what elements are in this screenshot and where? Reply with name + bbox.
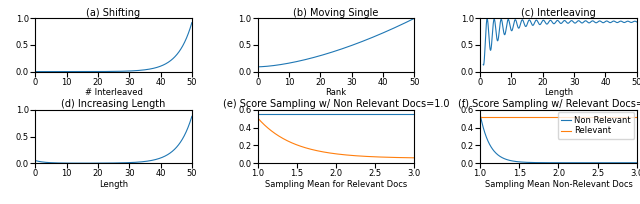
Non Relevant bbox=[476, 113, 484, 116]
Relevant bbox=[476, 115, 484, 118]
Legend: Non Relevant, Relevant: Non Relevant, Relevant bbox=[557, 112, 634, 139]
X-axis label: Rank: Rank bbox=[325, 88, 347, 97]
Non Relevant bbox=[605, 162, 612, 164]
Relevant bbox=[570, 115, 577, 118]
X-axis label: # Interleaved: # Interleaved bbox=[84, 88, 143, 97]
Non Relevant bbox=[633, 162, 640, 164]
X-axis label: Sampling Mean Non-Relevant Docs: Sampling Mean Non-Relevant Docs bbox=[484, 180, 632, 189]
Relevant bbox=[629, 115, 637, 118]
Relevant bbox=[552, 115, 559, 118]
Title: (e) Score Sampling w/ Non Relevant Docs=1.0: (e) Score Sampling w/ Non Relevant Docs=… bbox=[223, 99, 449, 109]
Title: (d) Increasing Length: (d) Increasing Length bbox=[61, 99, 166, 109]
Title: (f) Score Sampling w/ Relevant Docs=1.0: (f) Score Sampling w/ Relevant Docs=1.0 bbox=[458, 99, 640, 109]
Non Relevant bbox=[570, 162, 577, 164]
Relevant bbox=[550, 115, 558, 118]
Non Relevant bbox=[552, 162, 559, 164]
Relevant bbox=[605, 115, 612, 118]
Title: (b) Moving Single: (b) Moving Single bbox=[293, 8, 379, 18]
Non Relevant bbox=[629, 162, 637, 164]
X-axis label: Sampling Mean for Relevant Docs: Sampling Mean for Relevant Docs bbox=[265, 180, 407, 189]
X-axis label: Length: Length bbox=[544, 88, 573, 97]
Line: Non Relevant: Non Relevant bbox=[480, 114, 637, 163]
Title: (c) Interleaving: (c) Interleaving bbox=[521, 8, 596, 18]
Relevant bbox=[561, 115, 569, 118]
Title: (a) Shifting: (a) Shifting bbox=[86, 8, 141, 18]
Relevant bbox=[633, 115, 640, 118]
Non Relevant bbox=[561, 162, 569, 164]
X-axis label: Length: Length bbox=[99, 180, 128, 189]
Non Relevant bbox=[550, 162, 558, 164]
